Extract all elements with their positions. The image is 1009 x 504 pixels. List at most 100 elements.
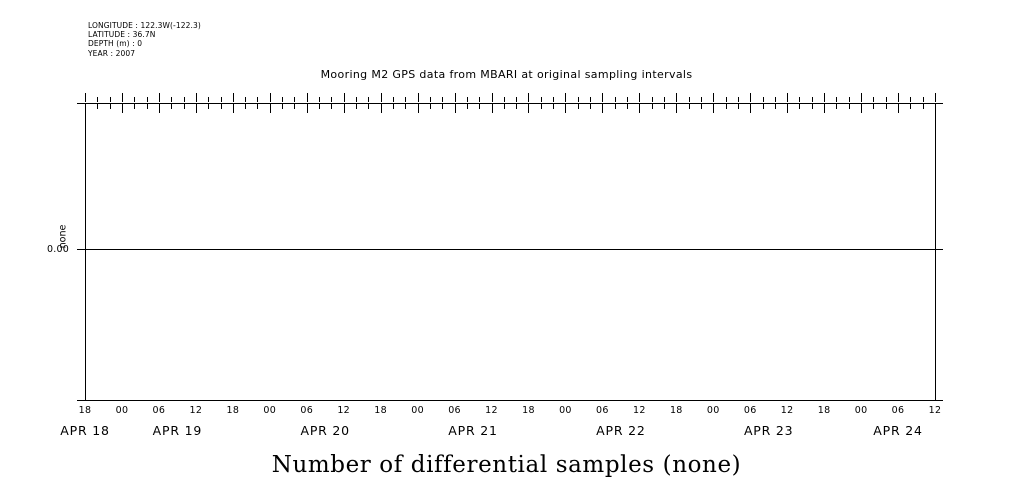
axis-top-tick-minor: [836, 104, 838, 109]
axis-top-tick-major: [750, 104, 752, 113]
x-axis-hour-label: 06: [152, 405, 166, 416]
x-axis-day-label: APR 23: [743, 423, 794, 438]
x-axis-day-label: APR 24: [873, 423, 923, 438]
figure-caption-text: Number of differential samples (none): [271, 452, 742, 478]
axis-bottom-tick-minor: [848, 97, 850, 102]
axis-bottom-tick-minor: [774, 97, 776, 102]
axis-bottom-tick-minor: [663, 97, 665, 102]
axis-bottom-tick-major: [121, 93, 123, 102]
axis-bottom-tick-minor: [282, 97, 284, 102]
y-axis-label: none: [57, 224, 69, 249]
x-axis-day-label: APR 21: [448, 423, 498, 438]
x-axis-hour-label: 12: [928, 405, 942, 416]
axis-top-tick-minor: [553, 104, 555, 109]
axis-bottom-tick-minor: [134, 97, 136, 102]
axis-bottom-tick-minor: [294, 97, 296, 102]
x-axis-day-label: APR 20: [300, 423, 350, 438]
axis-bottom-tick-minor: [540, 97, 542, 102]
axis-top-tick-minor: [873, 104, 875, 109]
axis-top-tick-minor: [282, 104, 284, 109]
axis-top-tick-minor: [356, 104, 357, 109]
axis-bottom-tick-major: [269, 93, 271, 102]
axis-top-tick-minor: [688, 104, 690, 109]
axis-top-tick-major: [195, 104, 197, 113]
axis-bottom-tick-minor: [590, 97, 592, 102]
axis-top-tick-minor: [762, 104, 764, 109]
x-axis-hour-label: 00: [411, 405, 424, 416]
axis-bottom-tick-minor: [885, 97, 887, 102]
axis-bottom-tick-minor: [922, 97, 924, 102]
axis-top-tick-minor: [590, 104, 592, 109]
axis-bottom-tick-minor: [479, 97, 481, 102]
x-axis-hour-label: 06: [596, 405, 609, 416]
axis-top-tick-major: [121, 104, 123, 113]
axis-bottom-tick-major: [85, 93, 86, 102]
chart-title-text: Mooring M2 GPS data from MBARI at origin…: [320, 68, 693, 81]
axis-bottom-tick-minor: [836, 97, 838, 102]
x-axis-hour-label: 00: [706, 405, 720, 416]
axis-bottom-tick-minor: [577, 97, 579, 102]
axis-top-tick-minor: [848, 104, 850, 109]
axis-top-tick-minor: [700, 104, 702, 109]
axis-bottom-tick-major: [602, 93, 604, 102]
axis-bottom-tick-minor: [466, 97, 468, 102]
axis-bottom-tick-major: [306, 93, 308, 102]
axis-top-tick-major: [417, 104, 419, 113]
axis-top-tick-minor: [109, 104, 111, 109]
metadata-longitude: LONGITUDE : 122.3W(-122.3): [88, 21, 201, 30]
axis-bottom-tick-minor: [503, 97, 505, 102]
plot-area: 0.00 none: [47, 93, 943, 401]
x-axis-hour-label: 12: [189, 405, 203, 416]
axis-bottom-tick-minor: [442, 97, 444, 102]
axis-bottom-tick-minor: [171, 97, 173, 102]
metadata-depth: DEPTH (m) : 0: [88, 39, 143, 49]
axis-top-tick-major: [454, 104, 456, 113]
figure-caption: Number of differential samples (none): [0, 452, 1009, 478]
y-tick-label-zero: 0.00: [47, 244, 69, 255]
x-axis-hour-label: 00: [263, 405, 277, 416]
axis-bottom-tick-major: [158, 93, 160, 102]
axis-top-tick-minor: [220, 104, 222, 109]
x-axis-hour-label: 06: [743, 405, 757, 416]
axis-bottom-line: [77, 400, 943, 401]
axis-bottom-tick-major: [454, 93, 456, 102]
axis-bottom-tick-minor: [356, 97, 357, 102]
axis-bottom-tick-minor: [220, 97, 222, 102]
x-axis-day-label: APR 22: [596, 423, 646, 438]
x-axis-day-label: APR 19: [152, 423, 203, 438]
axis-top-tick-major: [232, 104, 234, 113]
axis-top-tick-minor: [811, 104, 813, 109]
axis-top-tick-minor: [663, 104, 665, 109]
x-axis-hour-label: 12: [337, 405, 351, 416]
x-axis-hour-label: 18: [226, 405, 240, 416]
axis-top-tick-major: [528, 104, 530, 113]
axis-top-tick-minor: [245, 104, 247, 109]
axis-top-tick-major: [306, 104, 308, 113]
x-axis-hour-label: 12: [632, 405, 646, 416]
axis-top-tick-major: [602, 104, 604, 113]
axis-top-tick-minor: [774, 104, 776, 109]
axis-left-line: [85, 103, 86, 400]
axis-bottom-tick-major: [491, 93, 493, 102]
axis-top-tick-major: [343, 104, 345, 113]
axis-bottom-tick-minor: [799, 97, 801, 102]
x-axis-hour-label: 18: [669, 405, 683, 416]
axis-bottom-tick-major: [935, 93, 936, 102]
axis-bottom-tick-major: [713, 93, 715, 102]
axis-top-tick-minor: [577, 104, 579, 109]
axis-top-tick-minor: [294, 104, 296, 109]
axis-bottom-tick-minor: [811, 97, 813, 102]
axis-bottom-tick-major: [195, 93, 197, 102]
axis-bottom-tick-major: [824, 93, 826, 102]
axis-bottom-tick-minor: [183, 97, 185, 102]
axis-bottom-tick-minor: [245, 97, 247, 102]
axis-top-tick-major: [824, 104, 826, 113]
axis-right-line: [935, 103, 936, 400]
x-axis-hour-label: 06: [891, 405, 905, 416]
x-axis-hour-label: 12: [485, 405, 498, 416]
axis-bottom-tick-major: [380, 93, 382, 102]
axis-top-tick-minor: [725, 104, 727, 109]
axis-top-tick-minor: [171, 104, 173, 109]
axis-top-tick-minor: [799, 104, 801, 109]
axis-bottom-tick-minor: [146, 97, 148, 102]
